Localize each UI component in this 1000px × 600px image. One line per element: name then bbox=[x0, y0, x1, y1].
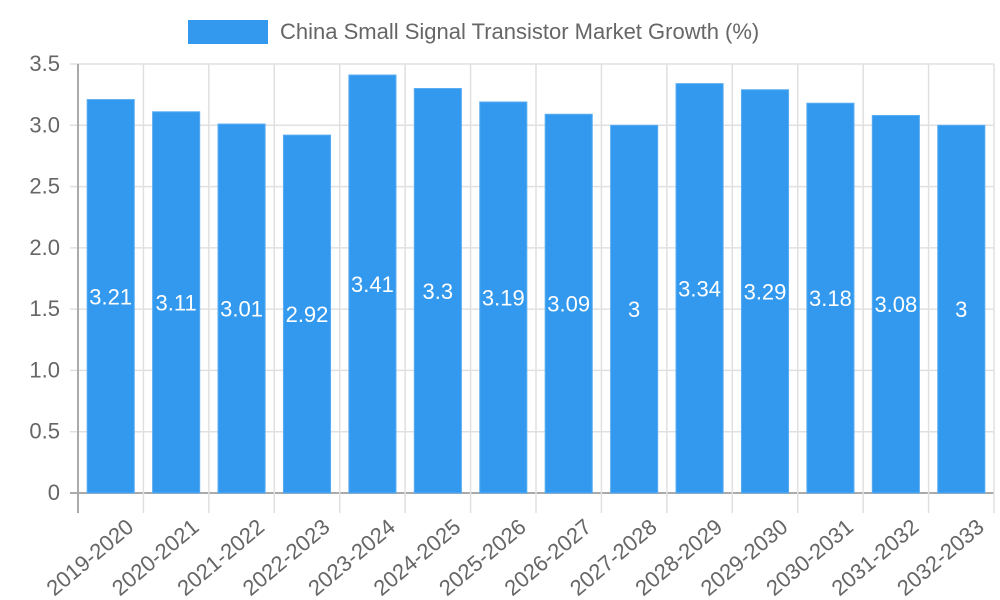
bar bbox=[479, 101, 528, 494]
y-tick-label: 0 bbox=[48, 480, 60, 505]
y-tick-label: 3.5 bbox=[29, 51, 60, 76]
bar bbox=[740, 89, 790, 494]
y-tick-label: 1.0 bbox=[29, 357, 60, 382]
legend-swatch bbox=[188, 20, 268, 44]
bar-value-label: 3.3 bbox=[423, 279, 454, 304]
bar bbox=[610, 124, 659, 494]
bar-value-label: 3.18 bbox=[809, 286, 852, 311]
bar-value-label: 3.11 bbox=[156, 290, 197, 315]
bar bbox=[871, 114, 920, 494]
bar bbox=[806, 102, 855, 494]
bar bbox=[217, 123, 266, 494]
bar-value-label: 3.29 bbox=[744, 279, 787, 304]
bar-value-label: 3 bbox=[628, 297, 640, 322]
bar-value-label: 3.41 bbox=[351, 272, 394, 297]
bar-value-label: 2.92 bbox=[286, 302, 329, 327]
bar bbox=[152, 111, 201, 494]
bar-value-label: 3.09 bbox=[547, 292, 590, 317]
bar bbox=[937, 124, 986, 494]
bar-value-label: 3.19 bbox=[482, 285, 525, 310]
bar bbox=[544, 113, 593, 494]
y-tick-label: 1.5 bbox=[29, 296, 60, 321]
bar-value-label: 3.34 bbox=[678, 276, 721, 301]
y-tick-label: 0.5 bbox=[29, 419, 60, 444]
bar bbox=[348, 74, 397, 494]
bar-value-label: 3.21 bbox=[89, 284, 132, 309]
bar bbox=[282, 134, 332, 494]
bar-value-label: 3 bbox=[955, 297, 967, 322]
bar-value-label: 3.08 bbox=[874, 292, 917, 317]
chart-legend[interactable]: China Small Signal Transistor Market Gro… bbox=[188, 17, 759, 47]
bar bbox=[675, 83, 724, 494]
y-tick-label: 2.0 bbox=[29, 235, 60, 260]
bar bbox=[413, 88, 462, 494]
bar bbox=[86, 99, 135, 494]
legend-label: China Small Signal Transistor Market Gro… bbox=[280, 19, 760, 44]
bar-value-label: 3.01 bbox=[220, 297, 263, 322]
y-tick-label: 3.0 bbox=[29, 112, 60, 137]
y-tick-label: 2.5 bbox=[29, 174, 60, 199]
